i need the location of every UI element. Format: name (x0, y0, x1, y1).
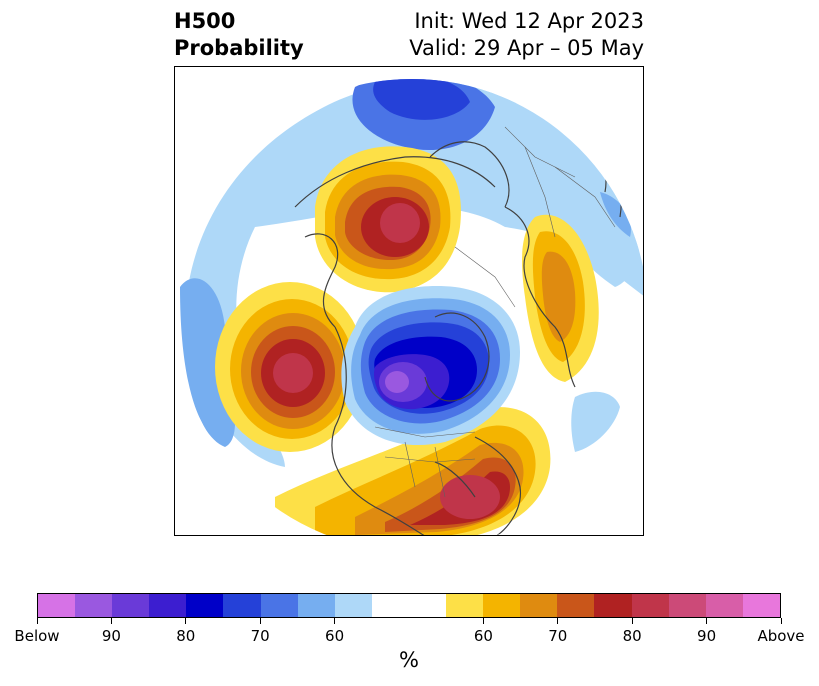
colorbar-tick (185, 618, 187, 624)
anomaly-north-pacific (215, 282, 365, 452)
colorbar-tick-label: 60 (325, 627, 345, 645)
colorbar-cell (742, 594, 780, 617)
colorbar-cell (260, 594, 298, 617)
title-right: Init: Wed 12 Apr 2023 Valid: 29 Apr – 05… (409, 8, 644, 62)
colorbar-tick-label: 80 (176, 627, 196, 645)
light-blue-atlantic-east (571, 391, 620, 452)
colorbar-tick-label: 70 (548, 627, 568, 645)
probability-map (176, 79, 643, 535)
colorbar-tick (110, 618, 112, 624)
colorbar-cell (705, 594, 743, 617)
init-date: Init: Wed 12 Apr 2023 (414, 9, 644, 33)
blue-pacific-west (180, 278, 236, 447)
colorbar-cell (334, 594, 372, 617)
anomaly-west-russia (522, 214, 599, 382)
colorbar (37, 593, 781, 618)
title-left: H500 Probability (174, 8, 304, 62)
colorbar-tick-label: Above (757, 627, 805, 645)
colorbar-cell (594, 594, 632, 617)
colorbar-cell (408, 594, 447, 617)
colorbar-cell (75, 594, 113, 617)
colorbar-tick-label: Below (14, 627, 60, 645)
anomaly-canada (341, 286, 520, 446)
colorbar-tick (631, 618, 633, 624)
colorbar-cell (186, 594, 224, 617)
colorbar-tick (557, 618, 559, 624)
colorbar-cell (520, 594, 558, 617)
colorbar-tick-label: 90 (697, 627, 717, 645)
political-borders (374, 126, 616, 498)
colorbar-tick-label: 80 (622, 627, 642, 645)
anomaly-east-siberia (315, 146, 461, 293)
colorbar-tick-label: 60 (473, 627, 493, 645)
colorbar-cell (631, 594, 669, 617)
colorbar-cell (112, 594, 150, 617)
title-product: Probability (174, 36, 304, 60)
title-variable: H500 (174, 9, 236, 33)
colorbar-cell (483, 594, 521, 617)
colorbar-tick (334, 618, 336, 624)
colorbar-cell (297, 594, 335, 617)
colorbar-cell (446, 594, 484, 617)
valid-range: Valid: 29 Apr – 05 May (409, 36, 644, 60)
colorbar-tick-label: 90 (101, 627, 121, 645)
colorbar-tick (780, 618, 782, 624)
colorbar-unit: % (399, 648, 419, 672)
colorbar-cell (557, 594, 595, 617)
colorbar-cell (38, 594, 76, 617)
colorbar-cell (668, 594, 706, 617)
colorbar-tick (36, 618, 38, 624)
colorbar-tick (482, 618, 484, 624)
colorbar-cell (371, 594, 409, 617)
colorbar-cell (223, 594, 261, 617)
colorbar-cell (149, 594, 187, 617)
blue-east-russia (600, 192, 631, 237)
blue-arctic-inner (373, 79, 470, 120)
map-panel (174, 66, 644, 536)
colorbar-tick-label: 70 (250, 627, 270, 645)
colorbar-tick (706, 618, 708, 624)
colorbar-tick (259, 618, 261, 624)
